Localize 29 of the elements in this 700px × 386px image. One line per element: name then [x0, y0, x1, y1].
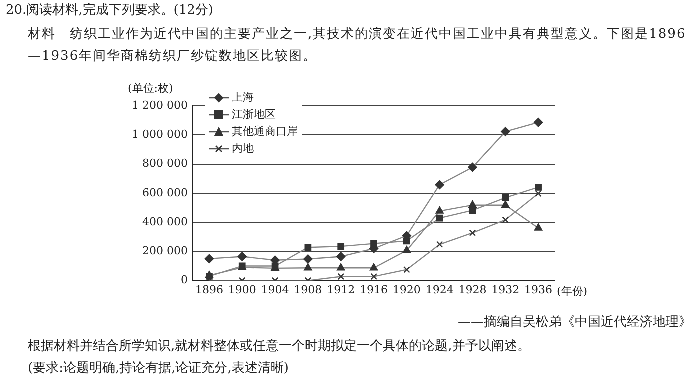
x-tick-label: 1904 — [261, 283, 290, 296]
y-axis-title: (单位:枚) — [128, 81, 174, 97]
y-tick-label: 1 200 000 — [132, 98, 188, 112]
legend-label: 江浙地区 — [232, 107, 276, 123]
x-tick-label: 1908 — [294, 283, 322, 296]
text: ——摘编自吴松弟《中国近代经济地理》 — [458, 314, 692, 332]
x-tick-label: 1896 — [195, 283, 224, 296]
y-tick-label: 800 000 — [142, 157, 188, 170]
x-tick-label: 1928 — [458, 283, 487, 296]
y-tick-label: 600 000 — [142, 186, 188, 200]
x-axis-title: (年份) — [557, 284, 588, 300]
x-tick-label: 1916 — [360, 283, 388, 296]
y-tick-label: 0 — [181, 274, 188, 287]
chart-subtitle: 材料 纺织工业作为近代中国的主要产业之一,其技术的演变在近代中国工业中具有典型意义。下图是1896—1936年间华商棉纺织厂纱锭数地区比较图。 — [28, 26, 688, 66]
y-tick-label: 400 000 — [142, 215, 188, 228]
x-tick-label: 1912 — [327, 283, 356, 296]
y-tick-label: 200 000 — [142, 244, 188, 258]
x-tick-label: 1920 — [392, 283, 421, 296]
x-tick-label: 1924 — [426, 283, 454, 296]
x-tick-label: 1932 — [492, 283, 520, 296]
legend-label: 上海 — [232, 90, 254, 106]
legend-label: 内地 — [232, 141, 254, 157]
text: (要求:论题明确,持论有据,论证充分,表述清晰) — [28, 360, 289, 378]
x-tick-label: 1900 — [228, 283, 256, 296]
text: 根据材料并结合所学知识,就材料整体或任意一个时期拟定一个具体的论题,并予以阐述。 — [28, 338, 530, 356]
y-tick-label: 1 000 000 — [132, 128, 188, 141]
x-tick-label: 1936 — [524, 283, 553, 296]
chart-title: 20.阅读材料,完成下列要求。(12分) — [6, 2, 214, 20]
legend-label: 其他通商口岸 — [232, 124, 298, 140]
